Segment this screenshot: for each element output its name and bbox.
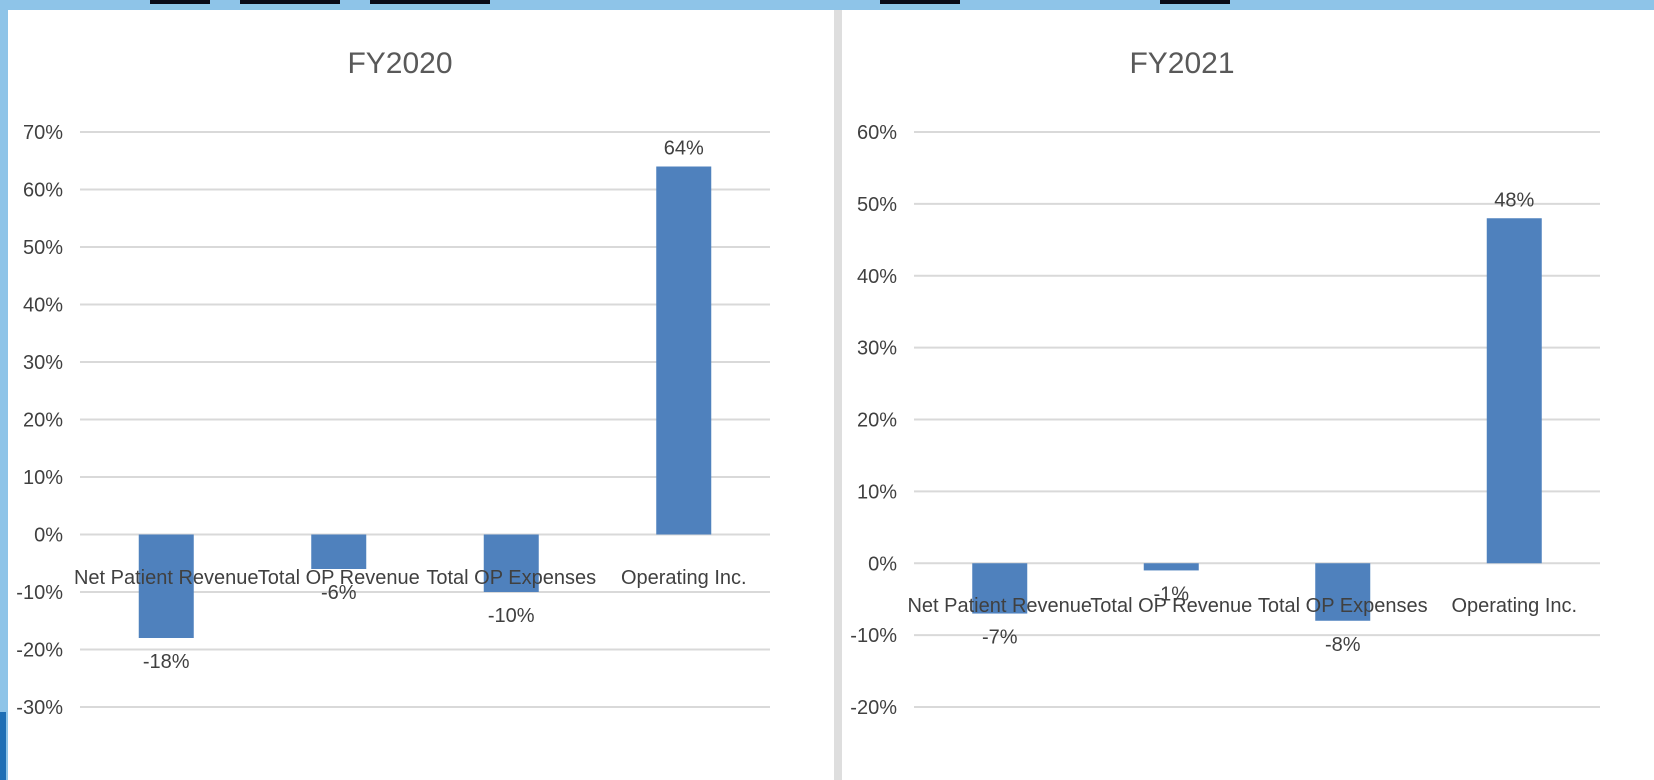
y-tick-label: 30% xyxy=(857,338,897,360)
y-tick-label: 10% xyxy=(23,467,63,489)
category-label: Net Patient Revenue xyxy=(74,567,259,589)
y-tick-label: 70% xyxy=(23,122,63,144)
bar-fy2021-2 xyxy=(1315,563,1371,621)
bar-fy2021-3 xyxy=(1486,218,1542,564)
chart-title: FY2021 xyxy=(1129,47,1234,80)
y-tick-label: 60% xyxy=(857,122,897,144)
y-tick-label: 40% xyxy=(857,266,897,288)
category-label: Operating Inc. xyxy=(1451,595,1577,617)
y-tick-label: -20% xyxy=(850,697,897,719)
data-label: 64% xyxy=(664,138,704,160)
bar-chart-fy2021: FY2021 -20% -10% 0% 10% 20% 30% 40% 50% 60% -7% Net… xyxy=(850,47,1600,719)
category-label: Total OP Expenses xyxy=(426,567,596,589)
category-label: Operating Inc. xyxy=(621,567,747,589)
y-tick-label: 20% xyxy=(857,410,897,432)
y-tick-label: -10% xyxy=(850,625,897,647)
bar-fy2021-1 xyxy=(1143,563,1199,571)
banner-title-fragment xyxy=(1160,0,1230,4)
category-label: Total OP Revenue xyxy=(1090,595,1252,617)
bar-fy2020-3 xyxy=(656,166,712,535)
bar-fy2020-0 xyxy=(138,534,194,638)
y-tick-label: -10% xyxy=(16,582,63,604)
data-label: -6% xyxy=(321,582,357,604)
data-label: -10% xyxy=(488,605,535,627)
chart-panel-fy2020: FY2020 -30% -20% -10% 0% 10% 20% 30% 40% 50% 60% 70… xyxy=(8,10,834,780)
y-tick-label: 50% xyxy=(857,194,897,216)
y-tick-label: 40% xyxy=(23,295,63,317)
bar-fy2020-2 xyxy=(483,534,539,592)
data-label: -1% xyxy=(1153,583,1189,605)
y-tick-label: 10% xyxy=(857,481,897,503)
bar-fy2020-1 xyxy=(311,534,367,569)
banner-title-fragment xyxy=(370,0,490,4)
category-label: Net Patient Revenue xyxy=(907,595,1092,617)
y-tick-label: 0% xyxy=(868,553,897,575)
banner-title-fragment xyxy=(150,0,210,4)
category-label: Total OP Revenue xyxy=(258,567,420,589)
y-tick-label: 50% xyxy=(23,237,63,259)
banner-title-fragment xyxy=(240,0,340,4)
panel-divider xyxy=(834,10,842,780)
bar-fy2021-0 xyxy=(972,563,1028,614)
y-tick-label: -20% xyxy=(16,640,63,662)
data-label: 48% xyxy=(1494,189,1534,211)
category-label: Total OP Expenses xyxy=(1258,595,1428,617)
chart-title: FY2020 xyxy=(347,47,452,80)
top-banner-strip xyxy=(0,0,1654,10)
banner-title-fragment xyxy=(880,0,960,4)
y-tick-label: 0% xyxy=(34,525,63,547)
side-accent-bar xyxy=(0,712,6,780)
data-label: -8% xyxy=(1325,634,1361,656)
bar-chart-fy2020: FY2020 -30% -20% -10% 0% 10% 20% 30% 40% 50% 60% 70… xyxy=(16,47,770,719)
y-tick-label: 30% xyxy=(23,352,63,374)
y-tick-label: 60% xyxy=(23,180,63,202)
y-tick-label: 20% xyxy=(23,410,63,432)
data-label: -18% xyxy=(143,651,190,673)
chart-panel-fy2021: FY2021 -20% -10% 0% 10% 20% 30% 40% 50% 60% -7% Net… xyxy=(842,10,1654,780)
data-label: -7% xyxy=(982,627,1018,649)
y-tick-label: -30% xyxy=(16,697,63,719)
